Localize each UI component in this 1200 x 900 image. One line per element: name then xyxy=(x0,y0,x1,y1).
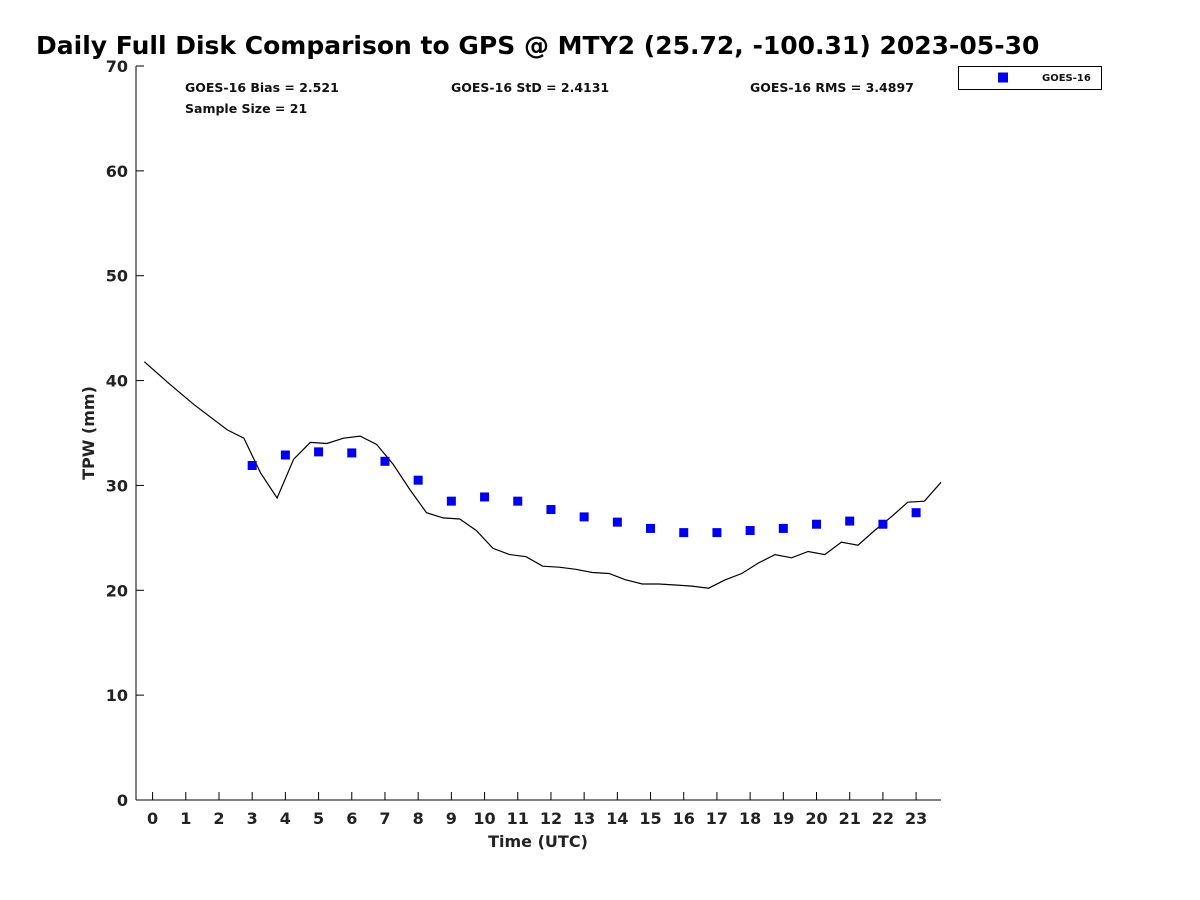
y-ticks: 0 10 20 30 40 50 60 70 xyxy=(106,57,144,810)
x-tick-label: 9 xyxy=(446,809,457,828)
axes xyxy=(135,66,941,801)
x-tick-label: 15 xyxy=(639,809,661,828)
goes-16-point xyxy=(413,475,423,485)
legend-label-goes-16: GOES-16 xyxy=(1042,73,1091,84)
y-tick-label: 10 xyxy=(106,686,128,705)
x-tick-label: 23 xyxy=(905,809,927,828)
y-tick-label: 30 xyxy=(106,476,128,495)
stat-bias: GOES-16 Bias = 2.521 xyxy=(185,80,339,95)
x-tick-label: 22 xyxy=(872,809,894,828)
goes-16-point xyxy=(480,492,490,502)
x-ticks: 0 1 2 3 4 5 6 7 8 9 10 11 12 13 14 15 16 17 18 19 20 21 22 23 xyxy=(147,792,927,828)
goes-16-point xyxy=(546,505,556,515)
goes-16-point xyxy=(911,508,921,518)
x-tick-label: 11 xyxy=(507,809,529,828)
x-tick-label: 2 xyxy=(213,809,224,828)
goes-16-point xyxy=(778,523,788,533)
x-tick-label: 14 xyxy=(606,809,628,828)
goes-16-point xyxy=(712,528,722,538)
x-tick-label: 12 xyxy=(540,809,562,828)
x-tick-label: 3 xyxy=(247,809,258,828)
y-axis-label: TPW (mm) xyxy=(79,386,98,480)
goes-16-point xyxy=(247,461,257,471)
x-tick-label: 16 xyxy=(673,809,695,828)
x-tick-label: 21 xyxy=(839,809,861,828)
x-tick-label: 6 xyxy=(346,809,357,828)
y-tick-label: 0 xyxy=(117,791,128,810)
x-tick-label: 8 xyxy=(413,809,424,828)
x-tick-label: 18 xyxy=(739,809,761,828)
x-axis-label: Time (UTC) xyxy=(488,832,588,851)
x-tick-label: 17 xyxy=(706,809,728,828)
stat-rms: GOES-16 RMS = 3.4897 xyxy=(750,80,914,95)
goes-16-point xyxy=(347,448,357,458)
chart-title: Daily Full Disk Comparison to GPS @ MTY2… xyxy=(36,31,1039,60)
goes-16-point xyxy=(579,512,589,522)
x-tick-label: 13 xyxy=(573,809,595,828)
legend-marker-goes-16 xyxy=(998,72,1008,83)
goes-16-point xyxy=(380,456,390,466)
gps-line xyxy=(143,361,942,589)
goes-16-point xyxy=(845,516,855,526)
series-layer xyxy=(143,361,942,589)
y-tick-label: 20 xyxy=(106,581,128,600)
x-tick-label: 10 xyxy=(473,809,495,828)
goes-16-point xyxy=(314,447,324,457)
x-tick-label: 0 xyxy=(147,809,158,828)
goes-16-point xyxy=(446,496,456,506)
goes-16-point xyxy=(679,528,689,538)
legend: GOES-16 xyxy=(958,66,1102,90)
x-tick-label: 4 xyxy=(280,809,291,828)
goes-16-point xyxy=(280,450,290,460)
y-tick-label: 40 xyxy=(106,372,128,391)
y-tick-label: 60 xyxy=(106,162,128,181)
goes-16-point xyxy=(745,526,755,536)
goes-16-point xyxy=(878,519,888,529)
y-tick-label: 50 xyxy=(106,267,128,286)
x-tick-label: 19 xyxy=(772,809,794,828)
stat-sample-size: Sample Size = 21 xyxy=(185,101,307,116)
legend-box xyxy=(958,66,1102,90)
goes-16-point xyxy=(812,519,822,529)
x-tick-label: 7 xyxy=(379,809,390,828)
y-tick-label: 70 xyxy=(106,57,128,76)
goes-16-point xyxy=(612,517,622,527)
x-tick-label: 20 xyxy=(805,809,827,828)
x-tick-label: 1 xyxy=(180,809,191,828)
goes-16-point xyxy=(646,523,656,533)
goes-16-point xyxy=(513,496,523,506)
stat-std: GOES-16 StD = 2.4131 xyxy=(451,80,609,95)
x-tick-label: 5 xyxy=(313,809,324,828)
